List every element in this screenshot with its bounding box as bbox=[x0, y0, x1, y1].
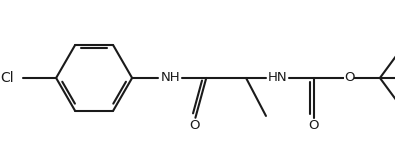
Text: O: O bbox=[189, 119, 200, 132]
Text: O: O bbox=[308, 119, 319, 132]
Text: HN: HN bbox=[268, 71, 287, 84]
Text: Cl: Cl bbox=[0, 71, 14, 85]
Text: NH: NH bbox=[160, 71, 180, 84]
Text: O: O bbox=[344, 71, 354, 84]
